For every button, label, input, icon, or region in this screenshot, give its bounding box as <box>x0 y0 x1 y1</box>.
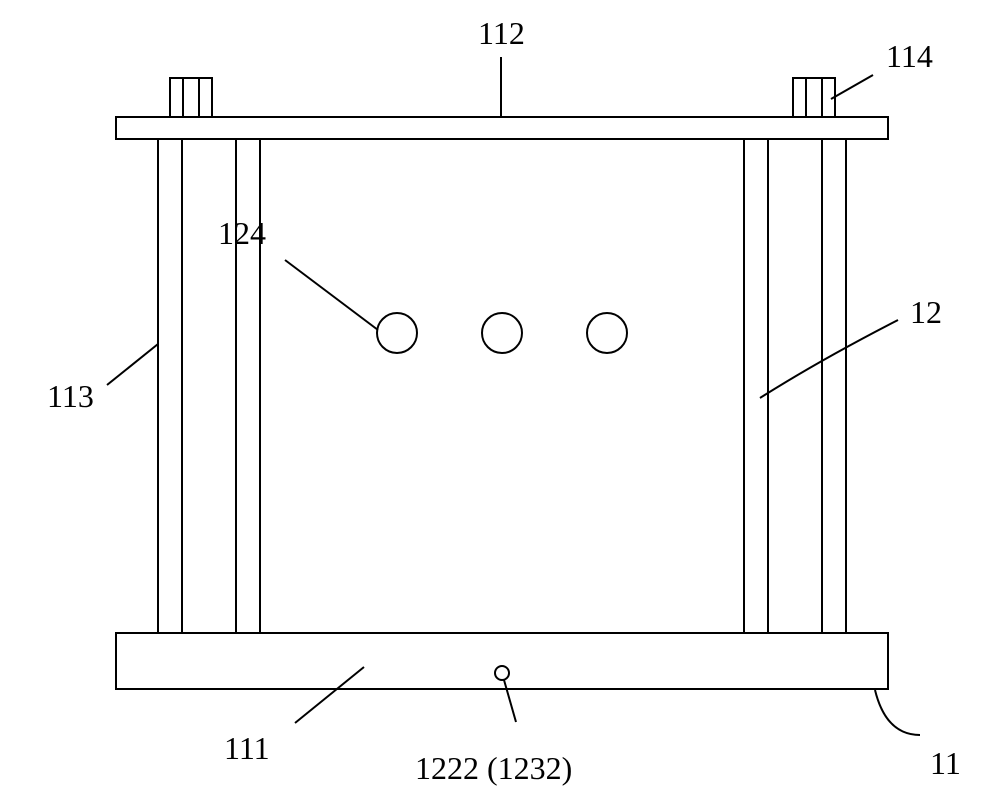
top-plate <box>116 117 888 139</box>
diagram-svg <box>0 0 1000 812</box>
leader-111 <box>295 667 364 723</box>
leader-12 <box>760 320 898 398</box>
label-12: 12 <box>910 294 942 331</box>
label-124: 124 <box>218 215 266 252</box>
leader-113 <box>107 344 158 385</box>
label-11: 11 <box>930 745 961 782</box>
post-left-inner <box>236 139 260 633</box>
leader-1222 <box>504 680 516 722</box>
hole-3 <box>587 313 627 353</box>
right-bolt <box>793 78 835 117</box>
small-hole <box>495 666 509 680</box>
label-1222: 1222 (1232) <box>415 750 572 787</box>
label-114: 114 <box>886 38 933 75</box>
post-right-outer <box>822 139 846 633</box>
leader-124 <box>285 260 378 330</box>
label-111: 111 <box>224 730 270 767</box>
leader-11 <box>875 690 920 735</box>
drawing-group <box>107 57 920 735</box>
hole-2 <box>482 313 522 353</box>
post-right-inner <box>744 139 768 633</box>
hole-1 <box>377 313 417 353</box>
post-left-outer <box>158 139 182 633</box>
left-bolt <box>170 78 212 117</box>
leader-114 <box>831 75 873 99</box>
label-112: 112 <box>478 15 525 52</box>
label-113: 113 <box>47 378 94 415</box>
